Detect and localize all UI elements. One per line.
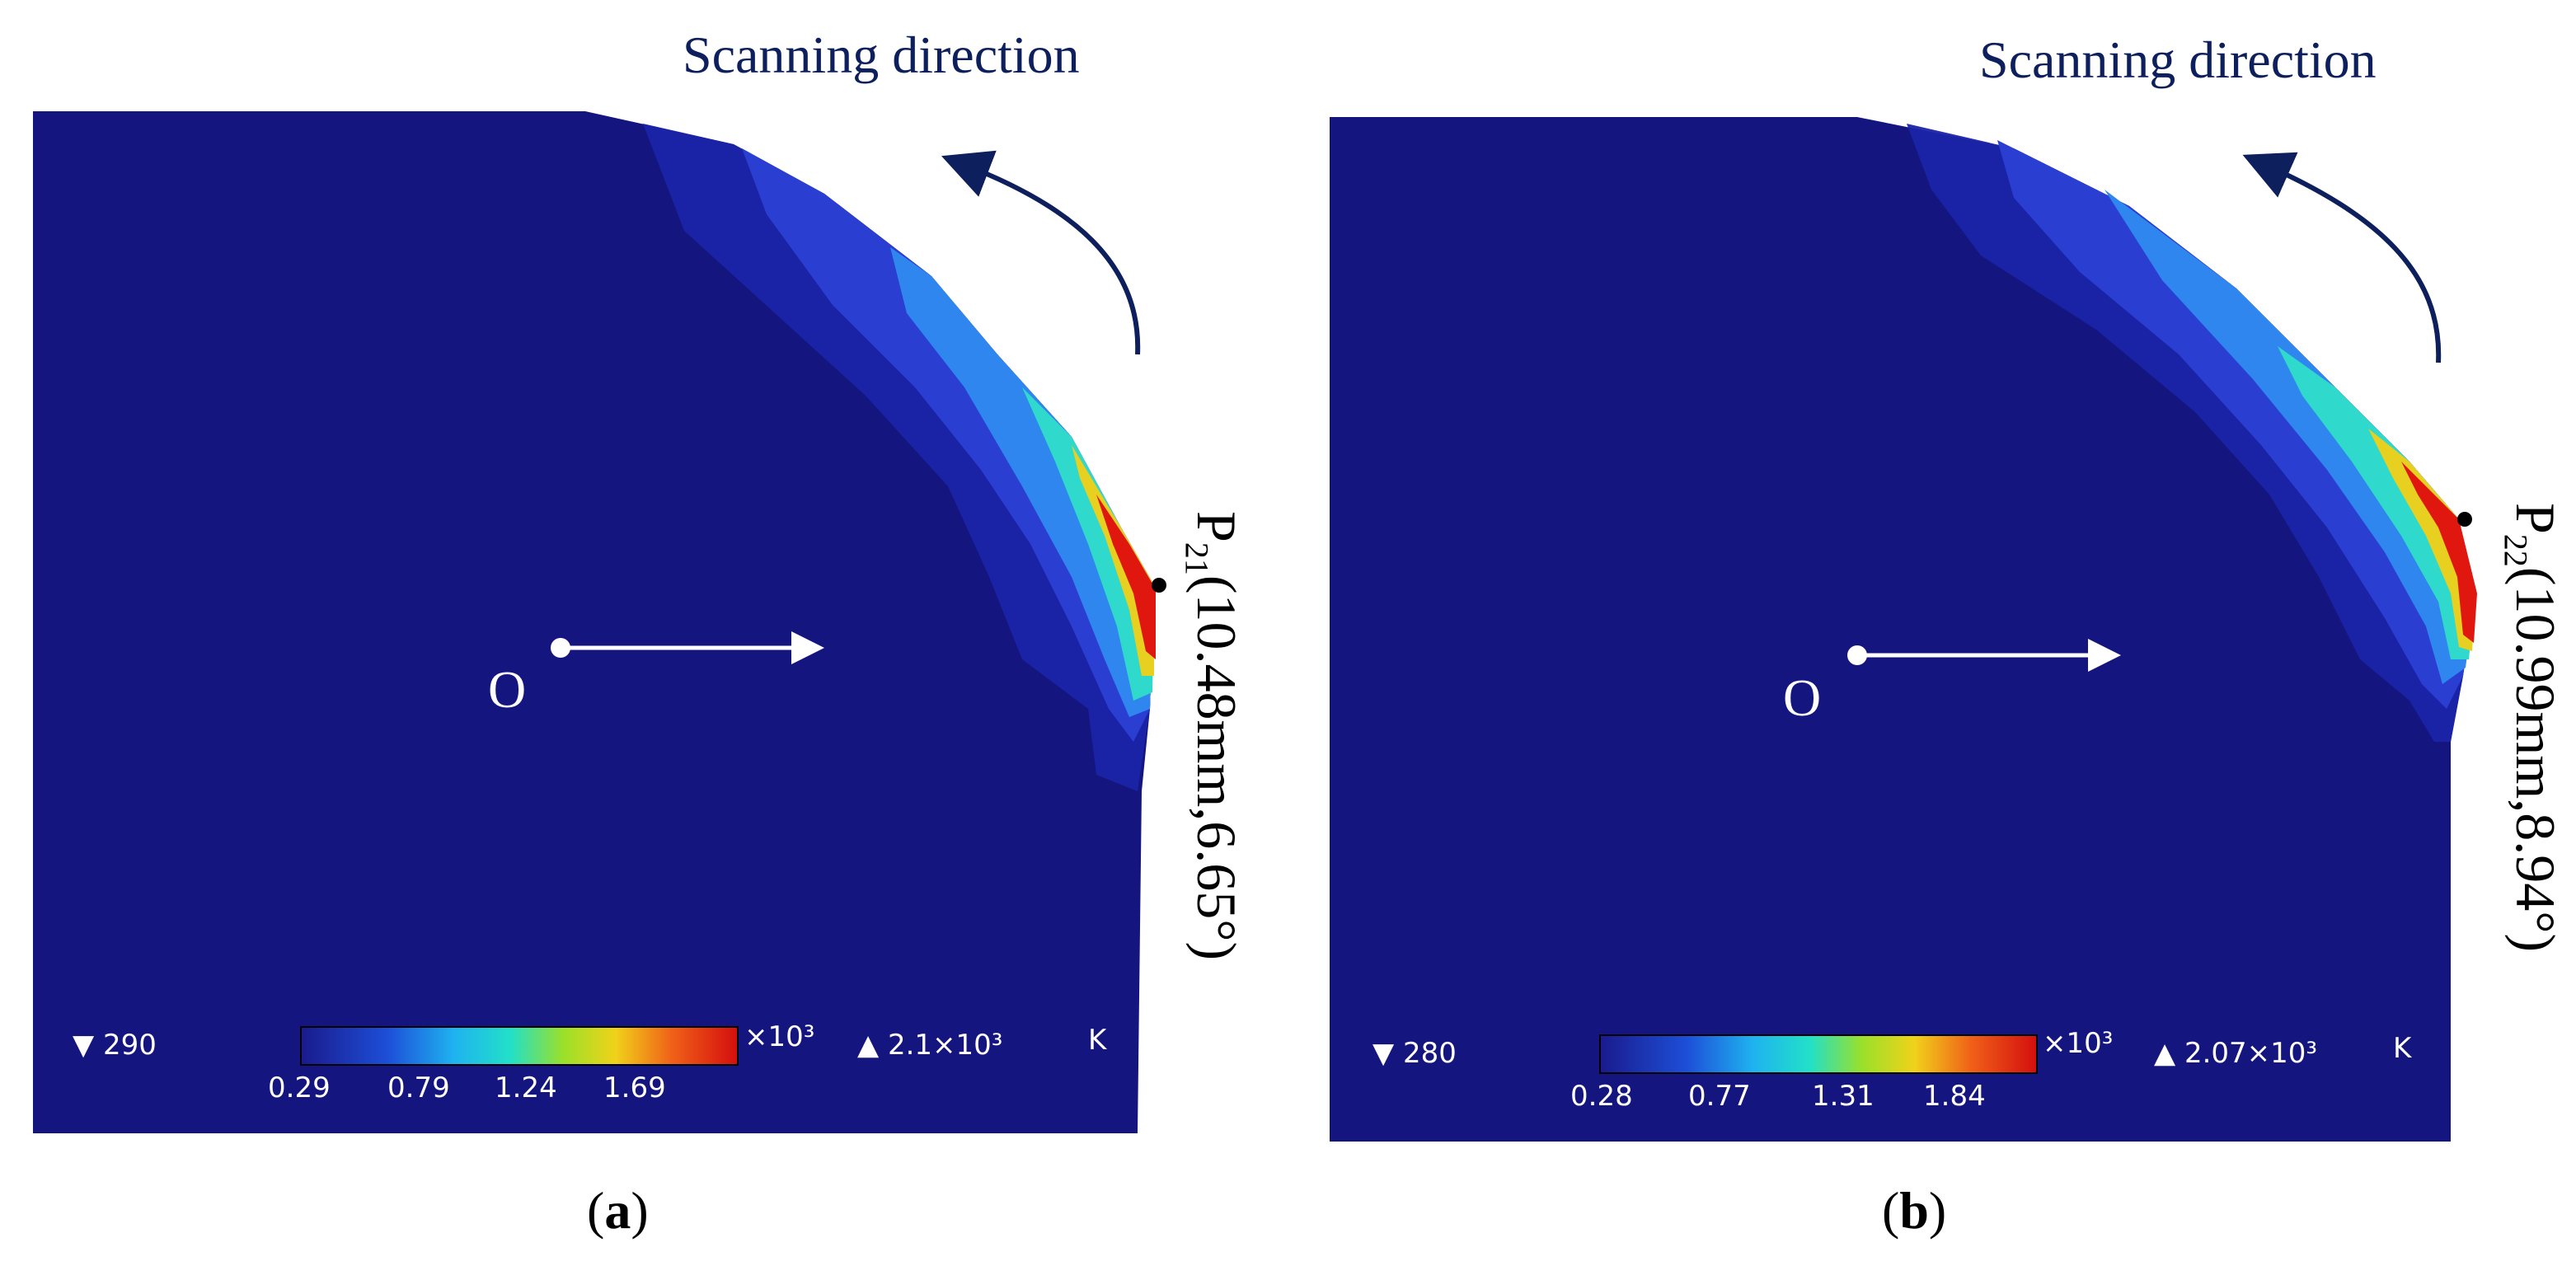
heat-band-2 xyxy=(742,148,1154,742)
caption-b-letter: b xyxy=(1899,1181,1929,1240)
heat-band-5 xyxy=(1072,445,1154,676)
colorbar-a-max: ▲ 2.1×10³ xyxy=(857,1029,1003,1062)
scan-label-b: Scanning direction xyxy=(1979,30,2377,89)
caption-b: (b) xyxy=(1882,1181,1947,1240)
colorbar-a-min: ▼ 290 xyxy=(73,1029,157,1062)
origin-a-dot xyxy=(551,638,570,658)
colorbar-b-tick-0: 0.28 xyxy=(1570,1080,1633,1113)
point-name-b: P xyxy=(2504,503,2567,534)
heat-band-b4 xyxy=(2278,346,2475,659)
heat-band-3 xyxy=(890,247,1154,717)
heat-band-b3 xyxy=(2104,190,2475,684)
origin-label-b: O xyxy=(1783,668,1822,727)
heat-band-4 xyxy=(1022,387,1154,701)
point-label-b: P22(10.99mm,8.94°) xyxy=(2496,503,2568,952)
origin-b-dot xyxy=(1847,645,1867,665)
point-p21-marker xyxy=(1152,578,1166,593)
colorbar-b-tick-2: 1.31 xyxy=(1812,1080,1875,1113)
panel-a-plot xyxy=(33,0,1288,1154)
point-sub-a: 21 xyxy=(1178,542,1216,575)
colorbar-a-tick-1: 0.79 xyxy=(387,1071,450,1104)
colorbar-b-scale: ×10³ xyxy=(2043,1027,2114,1060)
domain-b xyxy=(1330,117,2475,1142)
point-coords-b: (10.99mm,8.94°) xyxy=(2504,566,2567,953)
panel-b: Scanning direction P22(10.99mm,8.94°) O … xyxy=(1288,0,2576,1266)
colorbar-a-tick-3: 1.69 xyxy=(603,1071,666,1104)
colorbar-a-scale: ×10³ xyxy=(744,1020,815,1053)
panel-a: Scanning direction P21(10.48mm,6.65°) O … xyxy=(33,0,1288,1240)
colorbar-a-tick-2: 1.24 xyxy=(495,1071,557,1104)
colorbar-b-min: ▼ 280 xyxy=(1372,1037,1457,1070)
caption-a-letter: a xyxy=(604,1181,631,1240)
scan-arrow-b xyxy=(2242,152,2442,363)
colorbar-b xyxy=(1599,1034,2038,1074)
colorbar-b-tick-1: 0.77 xyxy=(1688,1080,1751,1113)
colorbar-a-unit: K xyxy=(1088,1024,1107,1057)
heat-band-b6 xyxy=(2401,462,2477,643)
point-coords-a: (10.48mm,6.65°) xyxy=(1185,574,1248,961)
point-label-a: P21(10.48mm,6.65°) xyxy=(1177,511,1249,960)
colorbar-a-tick-0: 0.29 xyxy=(268,1071,331,1104)
panel-b-margin xyxy=(2484,0,2576,1154)
heat-band-6 xyxy=(1096,495,1156,659)
colorbar-b-tick-3: 1.84 xyxy=(1923,1080,1986,1113)
colorbar-b-max: ▲ 2.07×10³ xyxy=(2154,1037,2318,1070)
heat-band-b2 xyxy=(1997,140,2475,709)
scan-arrow-a xyxy=(941,150,1141,355)
point-name-a: P xyxy=(1185,511,1248,542)
panel-a-margin xyxy=(1162,0,1288,1154)
heat-band-b1 xyxy=(1907,124,2475,742)
colorbar-a xyxy=(300,1026,739,1066)
caption-a: (a) xyxy=(587,1181,649,1240)
domain-a xyxy=(33,111,1154,1133)
panel-b-plot xyxy=(1330,0,2576,1154)
point-p22-marker xyxy=(2457,512,2472,527)
scan-label-a: Scanning direction xyxy=(683,26,1080,84)
colorbar-b-unit: K xyxy=(2393,1032,2412,1065)
origin-label-a: O xyxy=(488,660,527,719)
heat-band-1 xyxy=(643,124,1154,791)
point-sub-b: 22 xyxy=(2497,533,2535,567)
